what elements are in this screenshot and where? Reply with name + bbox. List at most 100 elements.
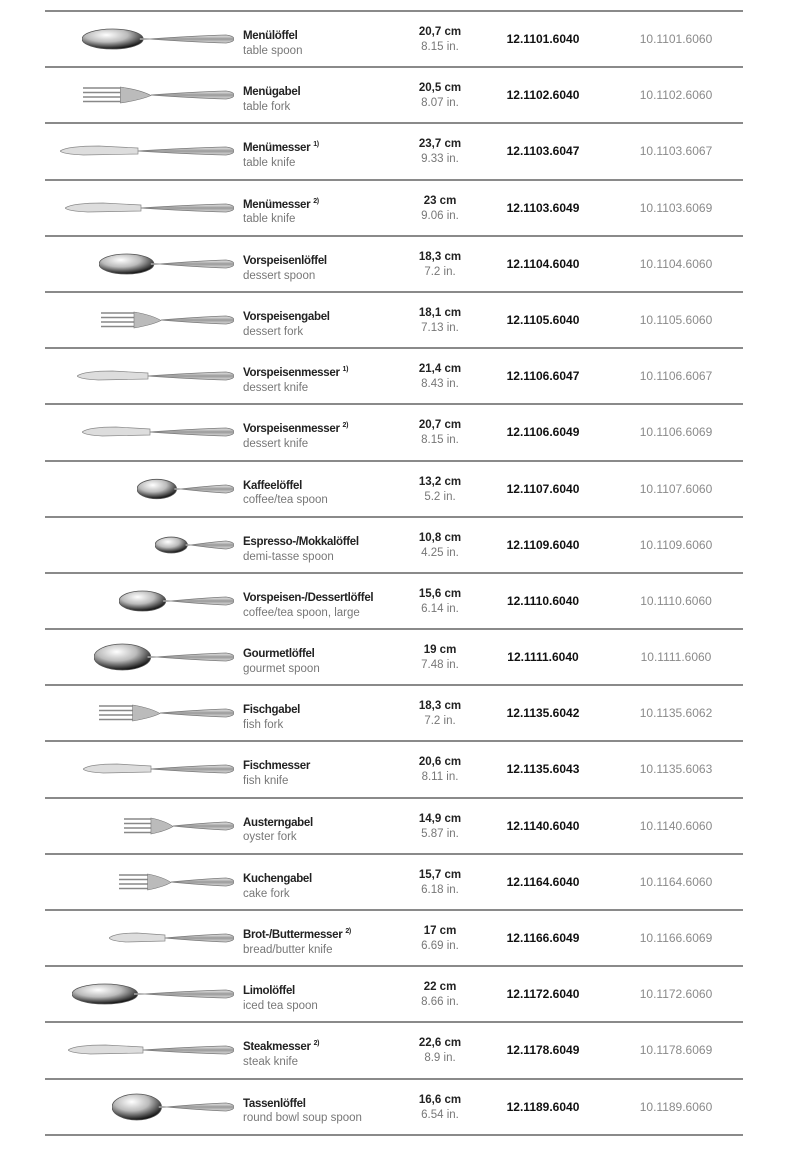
table-row: Menülöffel table spoon 20,7 cm 8.15 in. 1…	[45, 12, 743, 69]
length-in: 7.13 in.	[421, 321, 459, 334]
article-number-primary: 12.1106.6049	[506, 425, 580, 440]
product-name: Kuchengabel cake fork	[243, 868, 312, 902]
length-in: 8.66 in.	[421, 996, 459, 1009]
article-number-primary: 12.1109.6040	[506, 537, 580, 552]
spoon-icon	[118, 582, 235, 620]
article-number-primary: 12.1166.6049	[506, 931, 580, 945]
german-name: Espresso-/Mokkalöffel	[243, 535, 359, 548]
length-cm: 13,2 cm	[418, 475, 462, 488]
product-name: Menügabel table fork	[243, 81, 301, 115]
english-name: coffee/tea spoon, large	[243, 606, 360, 619]
article-number-primary: 12.1164.6040	[506, 874, 580, 889]
product-length: 14,9 cm 5.87 in.	[395, 812, 485, 842]
length-in: 6.69 in.	[421, 940, 459, 952]
table-row: Fischgabel fish fork 18,3 cm 7.2 in. 12.1…	[45, 686, 743, 743]
knife-icon	[67, 1031, 235, 1069]
article-number-primary: 12.1106.6047	[506, 369, 580, 384]
knife-icon	[59, 132, 235, 170]
product-name: Austerngabel oyster fork	[243, 812, 313, 846]
table-row: Brot-/Buttermesser 2) bread/butter knife …	[45, 911, 743, 968]
german-name: Kaffeelöffel	[243, 479, 303, 492]
length-cm: 22 cm	[423, 981, 457, 994]
length-cm: 18,3 cm	[418, 250, 462, 263]
length-in: 6.14 in.	[421, 602, 459, 615]
english-name: dessert knife	[243, 438, 309, 451]
length-cm: 23 cm	[423, 194, 457, 207]
german-name: Fischgabel	[243, 704, 301, 717]
length-cm: 15,6 cm	[418, 587, 462, 600]
length-cm: 20,5 cm	[418, 82, 462, 95]
table-row: Fischmesser fish knife 20,6 cm 8.11 in. 1…	[45, 742, 743, 799]
length-cm: 17 cm	[423, 925, 457, 937]
article-number-primary: 12.1101.6040	[506, 32, 580, 46]
german-name: Steakmesser	[243, 1041, 311, 1054]
article-number-primary: 12.1102.6040	[506, 88, 580, 103]
product-name: Kaffeelöffel coffee/tea spoon	[243, 475, 328, 509]
english-name: demi-tasse spoon	[243, 550, 334, 563]
product-name: Tassenlöffel round bowl soup spoon	[243, 1093, 362, 1127]
article-number-primary: 12.1140.6040	[506, 818, 580, 833]
product-name: Menümesser 2) table knife	[243, 194, 319, 228]
english-name: gourmet spoon	[243, 662, 320, 675]
length-cm: 21,4 cm	[418, 363, 462, 376]
article-number-secondary: 10.1111.6060	[640, 650, 712, 665]
article-number-primary: 12.1135.6043	[506, 762, 580, 777]
article-number-secondary: 10.1105.6060	[639, 312, 713, 327]
article-number-primary: 12.1135.6042	[506, 706, 580, 721]
product-length: 18,1 cm 7.13 in.	[395, 306, 485, 336]
length-cm: 22,6 cm	[418, 1037, 462, 1050]
length-in: 4.25 in.	[421, 546, 459, 559]
article-number-secondary: 10.1106.6067	[639, 369, 713, 384]
fork-icon	[99, 694, 235, 732]
length-in: 7.48 in.	[421, 659, 459, 672]
german-name: Tassenlöffel	[243, 1097, 306, 1110]
product-length: 22,6 cm 8.9 in.	[395, 1036, 485, 1066]
length-in: 8.15 in.	[421, 434, 459, 447]
table-row: Menügabel table fork 20,5 cm 8.07 in. 12.…	[45, 68, 743, 125]
product-length: 19 cm 7.48 in.	[395, 643, 485, 673]
length-cm: 20,7 cm	[418, 419, 462, 432]
english-name: coffee/tea spoon	[243, 494, 328, 507]
footnote-mark: 1)	[313, 141, 319, 149]
english-name: steak knife	[243, 1056, 298, 1069]
german-name: Vorspeisenmesser	[243, 423, 340, 436]
product-length: 23 cm 9.06 in.	[395, 194, 485, 224]
english-name: iced tea spoon	[243, 1000, 318, 1013]
table-row: Vorspeisen-/Dessertlöffel coffee/tea spo…	[45, 574, 743, 631]
article-number-secondary: 10.1107.6060	[639, 481, 713, 496]
table-row: Gourmetlöffel gourmet spoon 19 cm 7.48 in…	[45, 630, 743, 687]
product-length: 17 cm 6.69 in.	[395, 924, 485, 954]
article-number-secondary: 10.1178.6069	[639, 1043, 713, 1058]
length-cm: 15,7 cm	[418, 868, 462, 881]
spoon-icon	[81, 20, 235, 58]
length-in: 5.2 in.	[424, 490, 456, 503]
german-name: Austerngabel	[243, 816, 313, 829]
length-in: 8.07 in.	[421, 97, 459, 110]
product-name: Menülöffel table spoon	[243, 25, 302, 59]
product-length: 20,5 cm 8.07 in.	[395, 81, 485, 111]
article-number-secondary: 10.1106.6069	[639, 425, 713, 440]
article-number-primary: 12.1172.6040	[506, 987, 580, 1002]
product-table: Menülöffel table spoon 20,7 cm 8.15 in. 1…	[45, 10, 743, 1136]
spoon-icon	[98, 245, 235, 283]
article-number-secondary: 10.1104.6060	[639, 256, 713, 271]
table-row: Espresso-/Mokkalöffel demi-tasse spoon 1…	[45, 518, 743, 574]
length-cm: 23,7 cm	[418, 138, 462, 151]
product-length: 15,6 cm 6.14 in.	[395, 587, 485, 617]
article-number-primary: 12.1104.6040	[506, 256, 580, 271]
knife-icon	[76, 357, 235, 395]
english-name: bread/butter knife	[243, 943, 333, 956]
product-name: Gourmetlöffel gourmet spoon	[243, 643, 320, 677]
knife-icon	[108, 919, 235, 957]
product-length: 22 cm 8.66 in.	[395, 980, 485, 1010]
length-cm: 14,9 cm	[418, 812, 462, 825]
article-number-secondary: 10.1172.6060	[639, 987, 713, 1002]
english-name: dessert spoon	[243, 269, 316, 282]
knife-icon	[64, 189, 235, 227]
spoon-icon	[71, 975, 235, 1013]
gourmet-spoon-icon	[111, 1088, 235, 1126]
product-name: Fischmesser fish knife	[243, 755, 310, 789]
german-name: Vorspeisenmesser	[243, 366, 340, 379]
article-number-secondary: 10.1140.6060	[639, 818, 713, 833]
article-number-primary: 12.1103.6049	[506, 200, 580, 215]
